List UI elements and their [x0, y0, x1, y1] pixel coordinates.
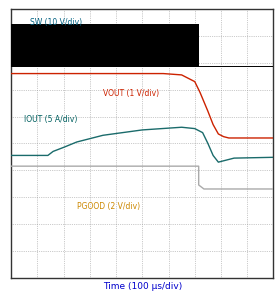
X-axis label: Time (100 μs/div): Time (100 μs/div): [103, 282, 182, 291]
Text: SW (10 V/div): SW (10 V/div): [30, 18, 82, 27]
Bar: [11, 24, 199, 67]
Text: PGOOD (2 V/div): PGOOD (2 V/div): [77, 202, 140, 211]
Text: IOUT (5 A/div): IOUT (5 A/div): [24, 115, 78, 124]
Text: VOUT (1 V/div): VOUT (1 V/div): [103, 89, 159, 98]
